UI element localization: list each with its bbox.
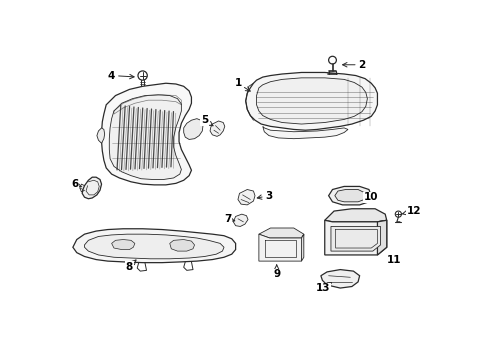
Text: 4: 4: [108, 71, 134, 81]
Polygon shape: [245, 72, 377, 130]
Polygon shape: [335, 189, 366, 202]
Text: 6: 6: [72, 179, 82, 189]
Polygon shape: [329, 186, 371, 205]
Text: 10: 10: [364, 192, 378, 202]
Polygon shape: [112, 239, 135, 249]
Text: 11: 11: [387, 255, 402, 265]
Polygon shape: [101, 83, 192, 185]
Polygon shape: [84, 234, 224, 259]
Text: 3: 3: [257, 191, 272, 201]
Text: 8: 8: [126, 260, 136, 271]
Polygon shape: [325, 220, 387, 255]
Polygon shape: [73, 229, 236, 263]
Polygon shape: [97, 128, 105, 143]
Text: 5: 5: [201, 115, 213, 126]
Polygon shape: [238, 189, 255, 205]
Polygon shape: [259, 228, 304, 238]
Text: 9: 9: [273, 265, 280, 279]
Text: 1: 1: [234, 78, 250, 91]
Polygon shape: [301, 234, 304, 261]
Polygon shape: [82, 177, 101, 199]
Polygon shape: [259, 234, 304, 261]
Text: 7: 7: [224, 214, 235, 224]
Polygon shape: [331, 226, 381, 251]
Polygon shape: [233, 214, 248, 226]
Text: 2: 2: [343, 60, 366, 70]
Polygon shape: [263, 126, 348, 139]
Polygon shape: [321, 270, 360, 288]
Polygon shape: [109, 95, 181, 180]
Polygon shape: [377, 220, 387, 255]
Polygon shape: [184, 119, 203, 139]
Text: 13: 13: [316, 283, 332, 293]
Text: 12: 12: [402, 206, 421, 216]
Polygon shape: [170, 239, 195, 251]
Polygon shape: [210, 121, 225, 136]
Polygon shape: [325, 209, 387, 222]
Polygon shape: [257, 78, 368, 124]
